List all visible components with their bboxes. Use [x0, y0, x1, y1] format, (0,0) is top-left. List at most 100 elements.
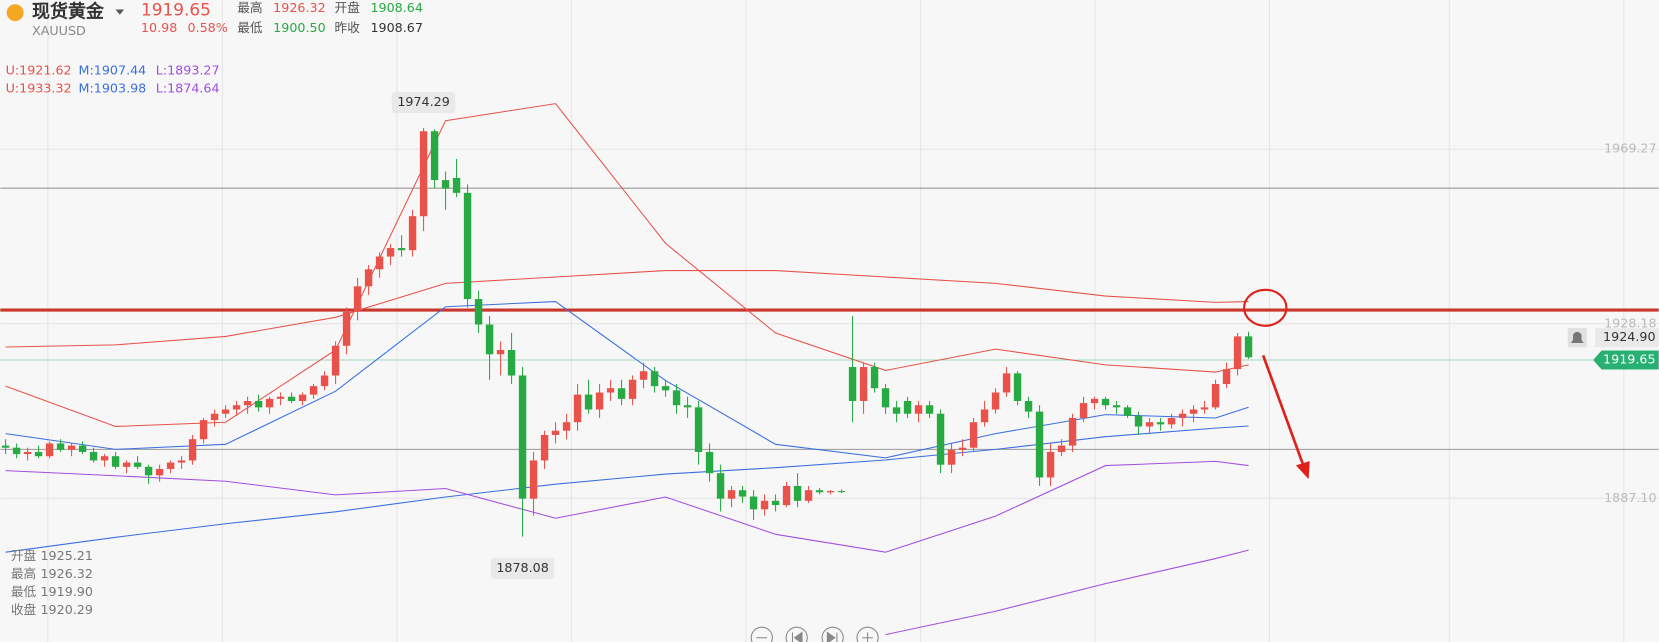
candle-body	[1112, 405, 1121, 408]
candle-body	[782, 485, 791, 506]
annotation-arrow	[1261, 354, 1305, 466]
candle-body	[111, 456, 120, 467]
candle-body	[1178, 413, 1187, 418]
candle-body	[155, 468, 164, 476]
candle-body	[529, 460, 538, 499]
candle-body	[804, 490, 813, 501]
stats: 最高 1926.32 开盘 1908.64 最低 1900.50 昨收 1908.67	[237, 0, 423, 35]
candle-body	[881, 388, 890, 408]
indicator-value: L:1893.27	[156, 62, 220, 77]
logo	[6, 4, 24, 22]
candle-body	[694, 407, 703, 452]
candle-body	[1134, 415, 1143, 427]
candle-body	[232, 405, 241, 410]
last-price-label: 1919.65	[1603, 351, 1655, 366]
instrument-name[interactable]: 现货黄金	[32, 1, 105, 23]
candle-body	[419, 131, 428, 217]
change-pct: 0.58%	[188, 20, 228, 35]
candle-body	[958, 447, 967, 450]
dropdown-icon[interactable]	[115, 9, 125, 15]
candle-body	[1002, 373, 1011, 393]
y-tick-label: 1969.27	[1604, 141, 1656, 156]
indicator-value: U:1921.62	[6, 62, 72, 77]
candle-body	[573, 394, 582, 423]
candle-body	[760, 500, 769, 510]
candle-body	[331, 345, 340, 376]
candle-body	[914, 405, 923, 414]
panel-label: 最低	[11, 584, 37, 599]
candle-body	[133, 462, 142, 467]
candle-body	[1101, 398, 1110, 406]
candle-body	[595, 392, 604, 410]
candle-body	[661, 386, 670, 391]
candle-body	[683, 405, 692, 408]
alert-label: 1924.90	[1603, 329, 1655, 344]
candle-body	[507, 350, 516, 376]
candle-body	[815, 490, 824, 493]
candle-body	[320, 375, 329, 387]
panel-value: 1920.29	[40, 602, 92, 617]
candle-body	[716, 473, 725, 499]
candle-body	[1079, 403, 1088, 418]
stat-value: 1900.50	[273, 20, 325, 35]
candle-body	[287, 396, 296, 401]
stat-label: 最低	[237, 20, 263, 35]
candle-body	[78, 445, 87, 452]
candle-body	[254, 400, 263, 408]
candle-body	[980, 409, 989, 423]
candle-body	[56, 443, 65, 450]
bell-icon	[1570, 331, 1584, 343]
extreme-label: 1878.08	[496, 560, 548, 575]
candle-body	[45, 443, 54, 457]
stat-label: 开盘	[335, 0, 361, 15]
extreme-tag	[490, 557, 555, 579]
symbol: XAUUSD	[32, 23, 86, 38]
indicator-legend: U:1921.62 M:1907.44 L:1893.27 U:1933.32 M:19…	[6, 62, 220, 95]
candle-body	[1013, 373, 1022, 401]
candle-body	[177, 460, 186, 463]
candle-body	[441, 180, 450, 189]
stat-label: 最高	[237, 0, 262, 15]
candle-body	[67, 445, 76, 450]
candle-body	[650, 371, 659, 387]
overlay-line	[5, 425, 1249, 553]
candle-body	[826, 491, 835, 493]
candle-body	[1200, 407, 1209, 410]
indicator-value: L:1874.64	[156, 80, 220, 95]
candle-body	[727, 490, 736, 499]
candle-body	[265, 398, 274, 408]
candle-body	[606, 388, 615, 393]
candle-body	[969, 422, 978, 448]
plot: 1969.27 1928.18 1887.10 1974.29 1878.08 1924.…	[0, 91, 1659, 636]
candle-body	[617, 388, 626, 399]
candle-body	[925, 405, 934, 414]
stat-value: 1908.64	[370, 0, 422, 15]
overlay-line	[5, 103, 1249, 427]
candle-body	[342, 311, 351, 346]
indicator-value: U:1933.32	[6, 80, 72, 95]
overlay-line	[885, 549, 1249, 636]
candle-body	[859, 367, 868, 401]
candle-body	[936, 413, 945, 465]
candle-body	[144, 466, 153, 476]
candle-body	[463, 192, 472, 300]
panel-label: 收盘	[11, 602, 37, 617]
extreme-label: 1974.29	[397, 94, 449, 109]
candle-body	[738, 490, 747, 497]
panel-value: 1926.32	[40, 566, 92, 581]
candle-body	[122, 462, 131, 467]
candle-body	[1123, 407, 1132, 416]
candle-body	[397, 248, 406, 251]
candle-body	[243, 400, 252, 406]
candle-body	[749, 496, 758, 510]
candle-body	[309, 386, 318, 395]
candle-body	[1233, 336, 1242, 370]
zoom-out-button[interactable]	[750, 626, 773, 642]
icon	[826, 631, 836, 642]
candle-body	[1090, 398, 1099, 404]
y-tick-label: 1887.10	[1604, 490, 1656, 505]
candle-body	[298, 394, 307, 401]
candle-body	[1211, 383, 1220, 408]
